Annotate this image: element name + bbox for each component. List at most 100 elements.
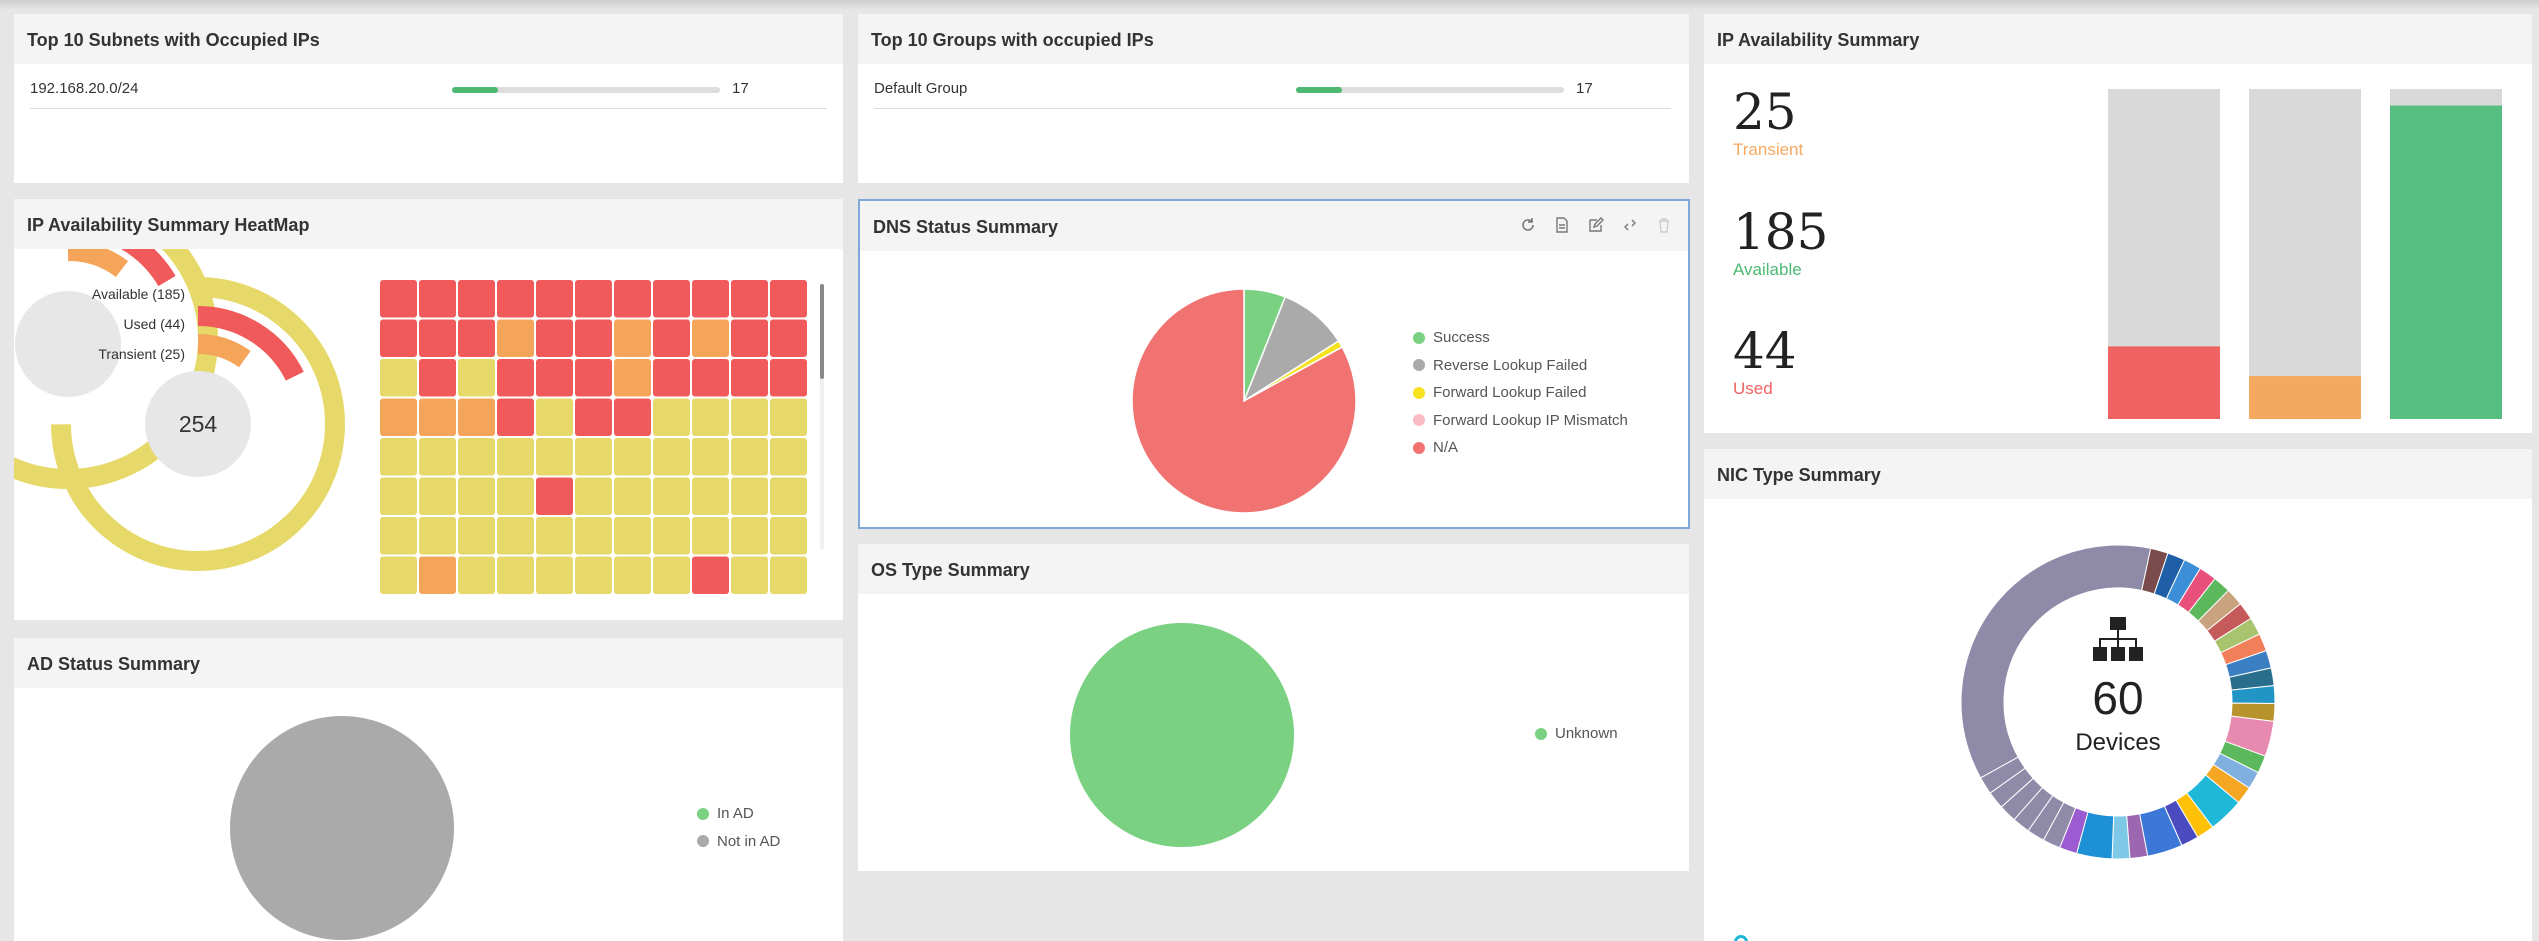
pie-slice[interactable] — [1979, 756, 2026, 794]
heatmap-cell[interactable] — [536, 359, 573, 397]
heatmap-cell[interactable] — [614, 556, 651, 595]
heatmap-cell[interactable] — [380, 280, 417, 318]
heatmap-cell[interactable] — [692, 359, 729, 397]
heatmap-cell[interactable] — [497, 477, 534, 516]
heatmap-cell[interactable] — [731, 280, 768, 318]
refresh-icon[interactable] — [1518, 215, 1538, 235]
heatmap-cell[interactable] — [575, 319, 612, 358]
group-row[interactable]: Default Group 17 — [874, 72, 1671, 109]
heatmap-cell[interactable] — [458, 280, 495, 318]
used-stat[interactable]: 44 Used — [1733, 323, 1797, 399]
pie-slice[interactable] — [230, 716, 454, 940]
legend-item[interactable]: Success — [1413, 324, 1628, 352]
legend-item[interactable]: Unknown — [1535, 720, 1618, 748]
heatmap-cell[interactable] — [419, 359, 456, 397]
summary-bar-used[interactable] — [2108, 346, 2220, 419]
pie-slice[interactable] — [2111, 815, 2131, 860]
pie-slice[interactable] — [1131, 288, 1357, 514]
heatmap-cell[interactable] — [419, 280, 456, 318]
heatmap-cell[interactable] — [692, 280, 729, 318]
heatmap-cell[interactable] — [653, 280, 690, 318]
heatmap-cell[interactable] — [692, 517, 729, 555]
heatmap-cell[interactable] — [458, 438, 495, 476]
heatmap-cell[interactable] — [614, 438, 651, 476]
used-ring[interactable] — [80, 306, 316, 542]
heatmap-cell[interactable] — [536, 517, 573, 555]
heatmap-cell[interactable] — [692, 438, 729, 476]
heatmap-cell[interactable] — [419, 438, 456, 476]
pie-slice[interactable] — [1070, 623, 1294, 847]
heatmap-cell[interactable] — [575, 477, 612, 516]
legend-item[interactable]: Not in AD — [697, 828, 780, 856]
heatmap-cell[interactable] — [770, 398, 807, 437]
group-label[interactable]: Default Group — [874, 80, 968, 97]
heatmap-cell[interactable] — [497, 398, 534, 437]
heatmap-cell[interactable] — [770, 280, 807, 318]
heatmap-scrollbar[interactable] — [820, 284, 824, 379]
heatmap-cell[interactable] — [380, 319, 417, 358]
heatmap-cell[interactable] — [458, 398, 495, 437]
heatmap-cell[interactable] — [575, 280, 612, 318]
heatmap-cell[interactable] — [536, 398, 573, 437]
heatmap-cell[interactable] — [497, 438, 534, 476]
transient-ring[interactable] — [108, 334, 288, 514]
edit-icon[interactable] — [1586, 215, 1606, 235]
heatmap-cell[interactable] — [380, 477, 417, 516]
summary-bar-transient[interactable] — [2249, 376, 2361, 419]
heatmap-cell[interactable] — [731, 517, 768, 555]
heatmap-cell[interactable] — [692, 398, 729, 437]
heatmap-cell[interactable] — [458, 556, 495, 595]
heatmap-cell[interactable] — [419, 556, 456, 595]
heatmap-cell[interactable] — [770, 477, 807, 516]
heatmap-cell[interactable] — [419, 517, 456, 555]
heatmap-cell[interactable] — [614, 398, 651, 437]
heatmap-cell[interactable] — [692, 556, 729, 595]
heatmap-cell[interactable] — [692, 319, 729, 358]
legend-item[interactable]: In AD — [697, 800, 780, 828]
subnet-row[interactable]: 192.168.20.0/24 17 — [30, 72, 827, 109]
legend-item[interactable]: Forward Lookup Failed — [1413, 379, 1628, 407]
heatmap-cell[interactable] — [575, 556, 612, 595]
heatmap-cell[interactable] — [731, 319, 768, 358]
heatmap-cell[interactable] — [653, 319, 690, 358]
heatmap-cell[interactable] — [458, 517, 495, 555]
heatmap-cell[interactable] — [497, 517, 534, 555]
available-ring[interactable] — [51, 277, 345, 571]
heatmap-cell[interactable] — [497, 280, 534, 318]
heatmap-cell[interactable] — [731, 438, 768, 476]
delete-icon[interactable] — [1654, 215, 1674, 235]
heatmap-cell[interactable] — [380, 517, 417, 555]
heatmap-cell[interactable] — [575, 517, 612, 555]
heatmap-cell[interactable] — [614, 319, 651, 358]
summary-bar-available[interactable] — [2390, 105, 2502, 420]
heatmap-cell[interactable] — [731, 477, 768, 516]
heatmap-cell[interactable] — [731, 359, 768, 397]
heatmap-cell[interactable] — [497, 319, 534, 358]
heatmap-cell[interactable] — [575, 438, 612, 476]
heatmap-cell[interactable] — [614, 477, 651, 516]
heatmap-cell[interactable] — [614, 280, 651, 318]
heatmap-cell[interactable] — [692, 477, 729, 516]
heatmap-cell[interactable] — [614, 359, 651, 397]
heatmap-cell[interactable] — [770, 438, 807, 476]
heatmap-cell[interactable] — [770, 319, 807, 358]
heatmap-cell[interactable] — [575, 398, 612, 437]
used-ring[interactable] — [68, 249, 176, 287]
heatmap-cell[interactable] — [731, 398, 768, 437]
export-icon[interactable] — [1552, 215, 1572, 235]
heatmap-cell[interactable] — [536, 438, 573, 476]
legend-item[interactable]: N/A — [1413, 434, 1628, 462]
heatmap-cell[interactable] — [536, 477, 573, 516]
heatmap-cell[interactable] — [419, 398, 456, 437]
heatmap-cell[interactable] — [653, 517, 690, 555]
pie-slice[interactable] — [1960, 544, 2152, 779]
heatmap-cell[interactable] — [653, 359, 690, 397]
heatmap-cell[interactable] — [419, 319, 456, 358]
legend-item[interactable]: Reverse Lookup Failed — [1413, 352, 1628, 380]
legend-item[interactable]: Forward Lookup IP Mismatch — [1413, 407, 1628, 435]
heatmap-cell[interactable] — [614, 517, 651, 555]
heatmap-cell[interactable] — [419, 477, 456, 516]
heatmap-cell[interactable] — [497, 359, 534, 397]
heatmap-cell[interactable] — [458, 319, 495, 358]
heatmap-cell[interactable] — [653, 556, 690, 595]
